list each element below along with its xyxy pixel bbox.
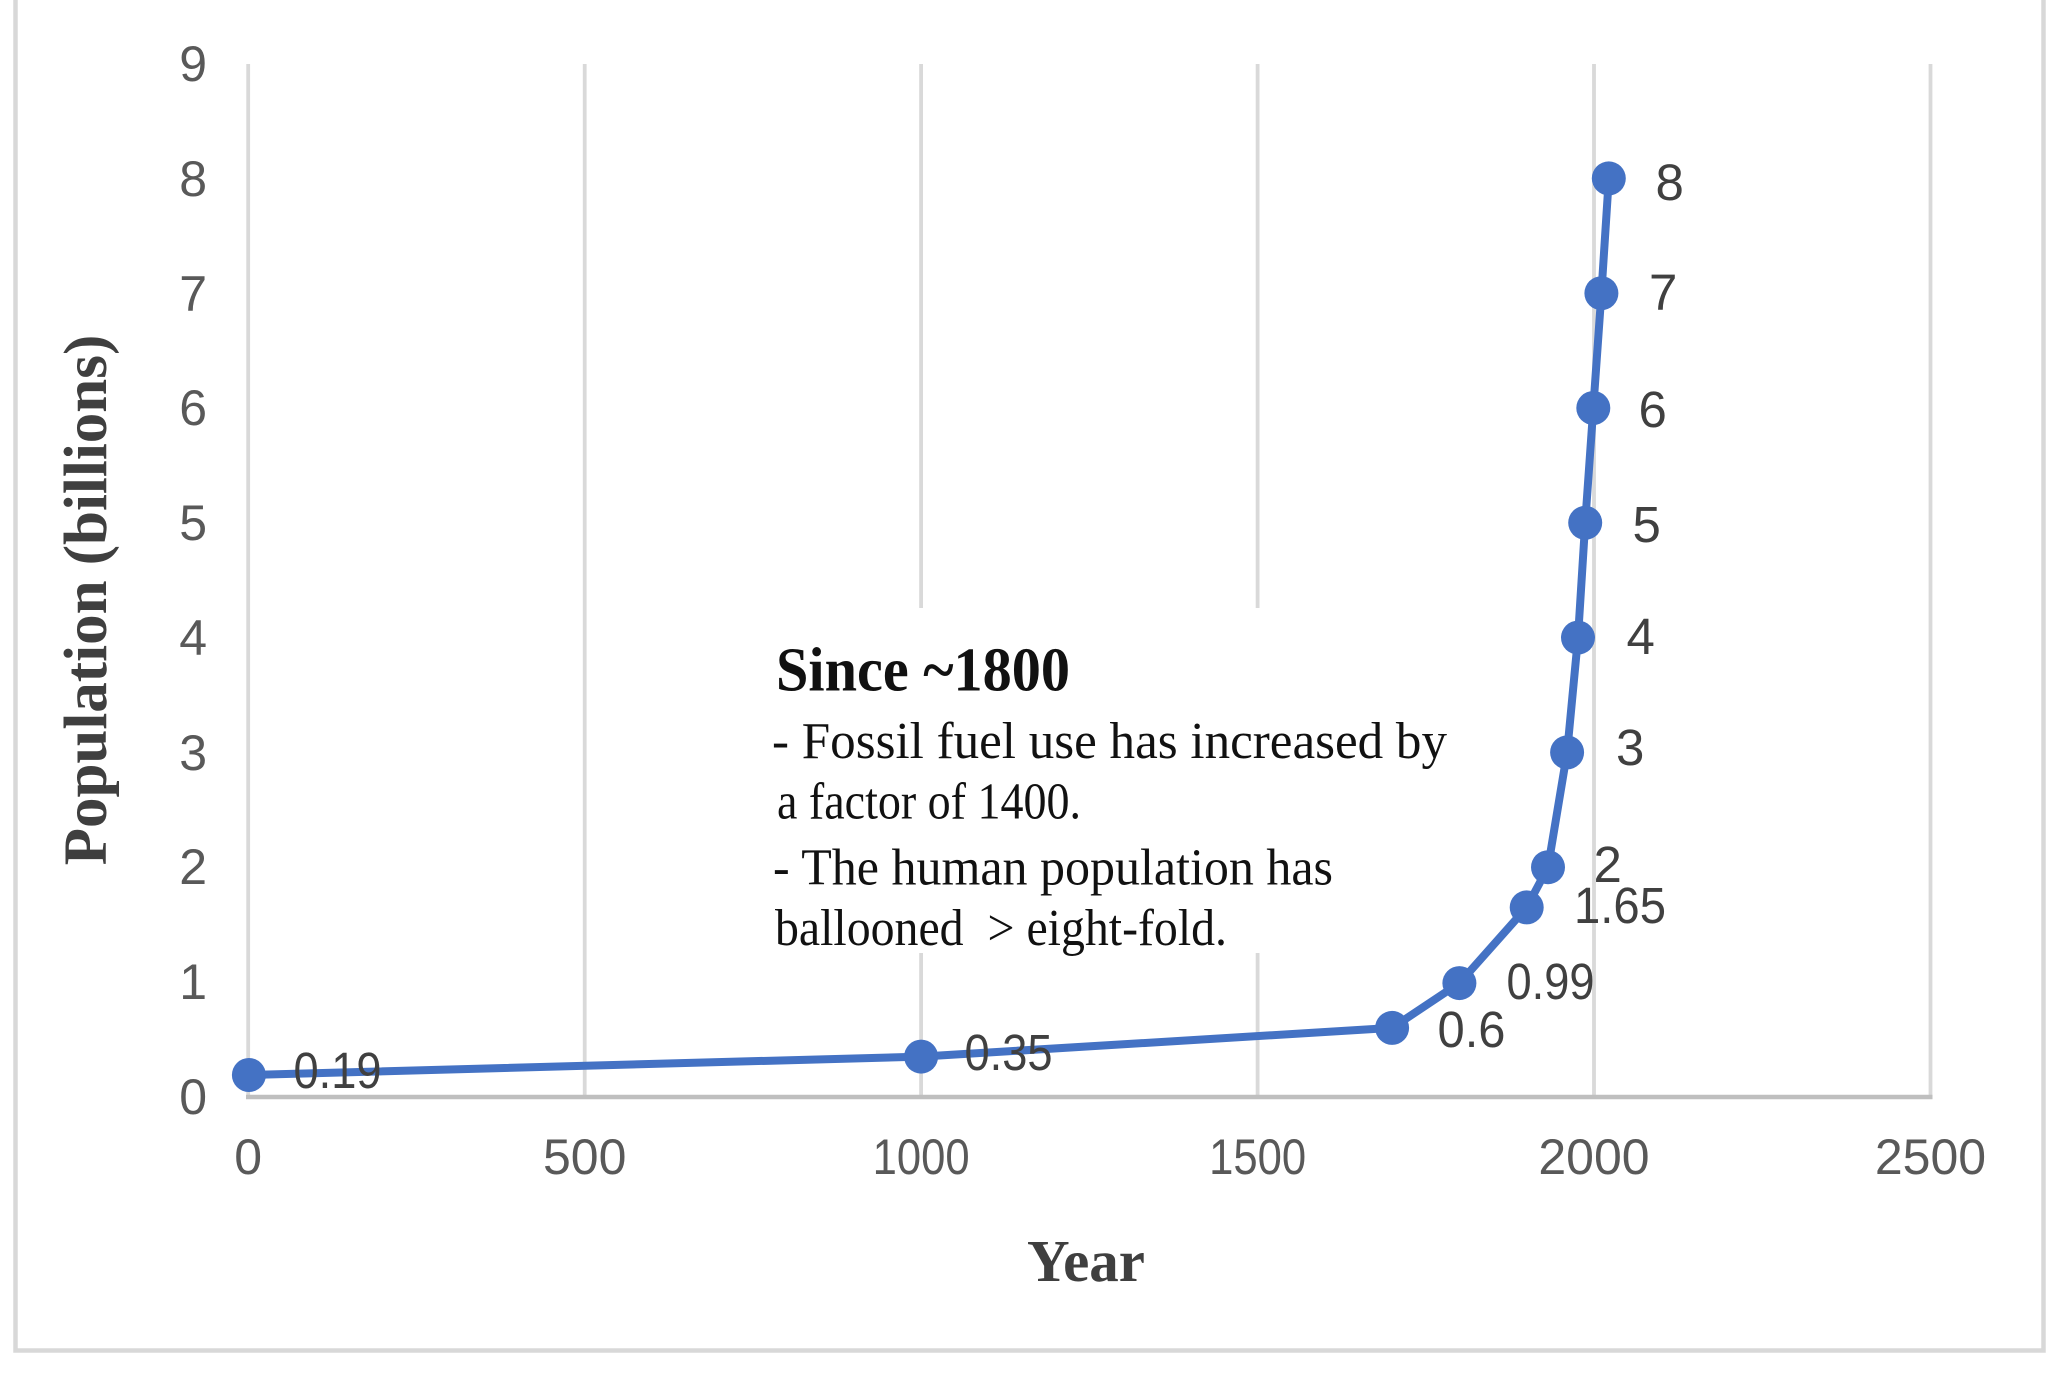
svg-text:0.35: 0.35 — [965, 1024, 1053, 1081]
svg-text:0.6: 0.6 — [1438, 1001, 1506, 1058]
svg-text:500: 500 — [543, 1129, 626, 1185]
svg-text:5: 5 — [179, 495, 207, 551]
svg-text:6: 6 — [179, 380, 207, 436]
svg-text:1.65: 1.65 — [1574, 877, 1666, 934]
svg-text:ballooned > eight-fold.: ballooned > eight-fold. — [775, 900, 1227, 957]
svg-text:a factor of 1400.: a factor of 1400. — [777, 774, 1081, 831]
svg-text:2500: 2500 — [1875, 1129, 1986, 1185]
svg-text:3: 3 — [179, 725, 207, 781]
svg-text:2: 2 — [1594, 836, 1622, 893]
svg-text:0.19: 0.19 — [294, 1042, 382, 1099]
svg-text:3: 3 — [1616, 719, 1644, 776]
svg-text:4: 4 — [179, 610, 207, 666]
svg-text:Year: Year — [1027, 1228, 1145, 1294]
svg-text:- Fossil fuel use has increase: - Fossil fuel use has increased by — [772, 713, 1447, 770]
svg-text:7: 7 — [179, 266, 207, 322]
svg-text:1: 1 — [179, 954, 207, 1010]
svg-text:0: 0 — [234, 1129, 262, 1185]
svg-text:- The human population has: - The human population has — [773, 840, 1333, 897]
svg-text:4: 4 — [1627, 608, 1655, 665]
svg-text:2000: 2000 — [1538, 1129, 1649, 1185]
svg-text:1500: 1500 — [1209, 1129, 1306, 1185]
svg-text:Population (billions): Population (billions) — [53, 335, 120, 866]
svg-text:1000: 1000 — [873, 1129, 970, 1185]
svg-text:0.99: 0.99 — [1507, 953, 1595, 1010]
svg-text:Since ~1800: Since ~1800 — [776, 637, 1070, 705]
svg-text:5: 5 — [1633, 496, 1661, 553]
svg-text:8: 8 — [1656, 154, 1684, 211]
svg-text:0: 0 — [179, 1069, 207, 1125]
svg-text:8: 8 — [179, 151, 207, 207]
svg-text:2: 2 — [179, 839, 207, 895]
svg-text:6: 6 — [1639, 381, 1667, 438]
svg-text:9: 9 — [179, 36, 207, 92]
svg-text:7: 7 — [1649, 264, 1677, 321]
